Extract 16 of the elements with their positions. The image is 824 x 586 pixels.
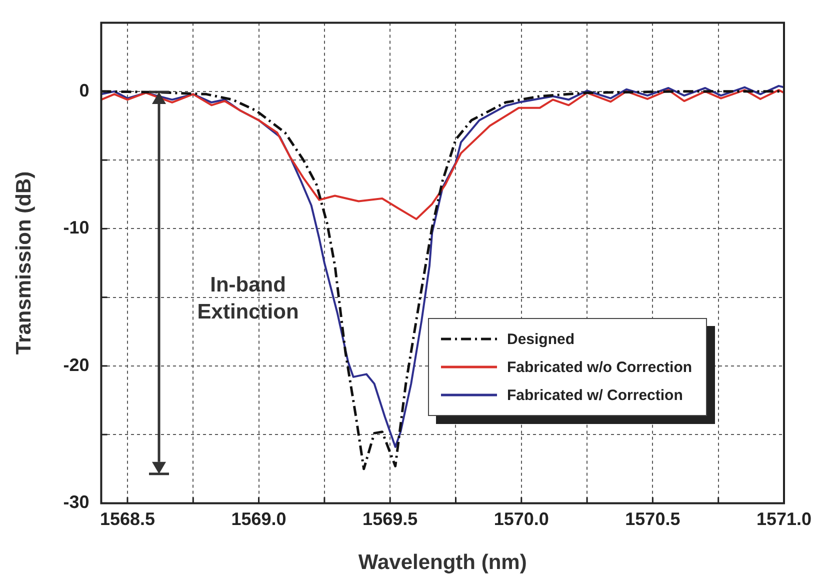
y-axis-title: Transmission (dB) xyxy=(12,171,36,355)
y-tick-label: -20 xyxy=(63,354,90,375)
x-tick-label: 1570.0 xyxy=(494,508,549,529)
legend-label: Fabricated w/ Correction xyxy=(507,386,683,404)
y-tick-label: 0 xyxy=(79,80,90,100)
y-tick-label: -30 xyxy=(63,492,90,512)
x-axis-title: Wavelength (nm) xyxy=(358,551,527,574)
x-tick-label: 1568.5 xyxy=(100,508,156,529)
text: 1569.0 xyxy=(231,508,286,529)
annotation: In-band Extinction xyxy=(197,273,299,324)
x-tick-label: 1569.5 xyxy=(362,508,418,529)
x-tick-label: 1570.5 xyxy=(625,508,680,529)
x-tick-label: 1571.0 xyxy=(756,508,812,529)
legend-label: Fabricated w/o Correction xyxy=(507,358,692,376)
y-tick-label: -10 xyxy=(63,218,90,238)
legend-label: Designed xyxy=(507,330,575,348)
